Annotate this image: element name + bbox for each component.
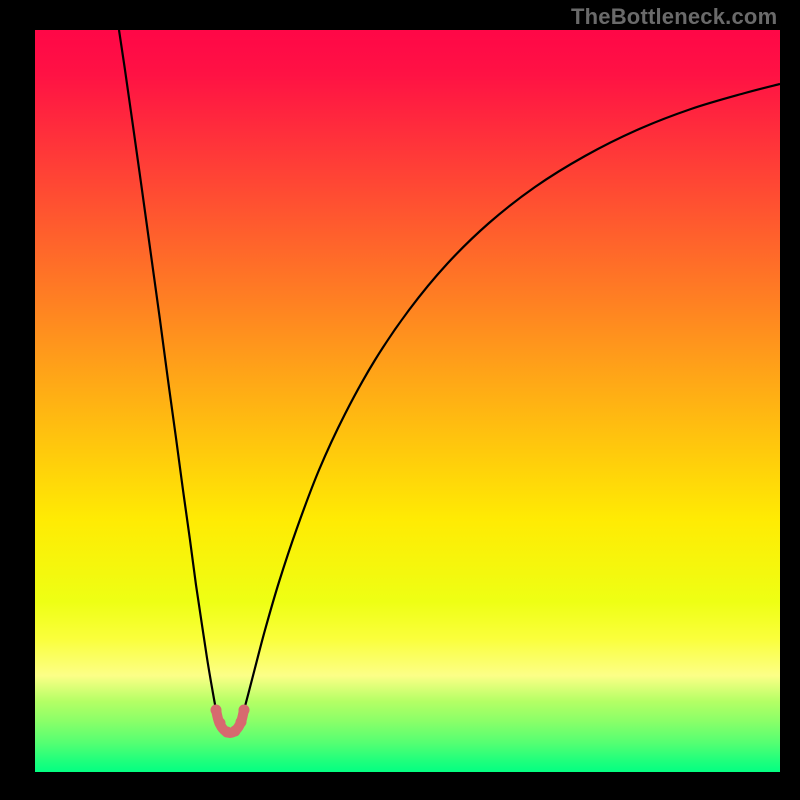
vertex-dot — [215, 718, 226, 729]
left-curve — [119, 30, 216, 710]
watermark-text: TheBottleneck.com — [571, 4, 777, 30]
vertex-dot — [230, 726, 241, 737]
vertex-dot — [236, 717, 247, 728]
vertex-dot — [239, 705, 250, 716]
curve-layer — [35, 30, 780, 772]
vertex-marker-dots — [211, 705, 250, 738]
plot-area — [35, 30, 780, 772]
right-curve — [244, 84, 780, 710]
vertex-dot — [211, 705, 222, 716]
